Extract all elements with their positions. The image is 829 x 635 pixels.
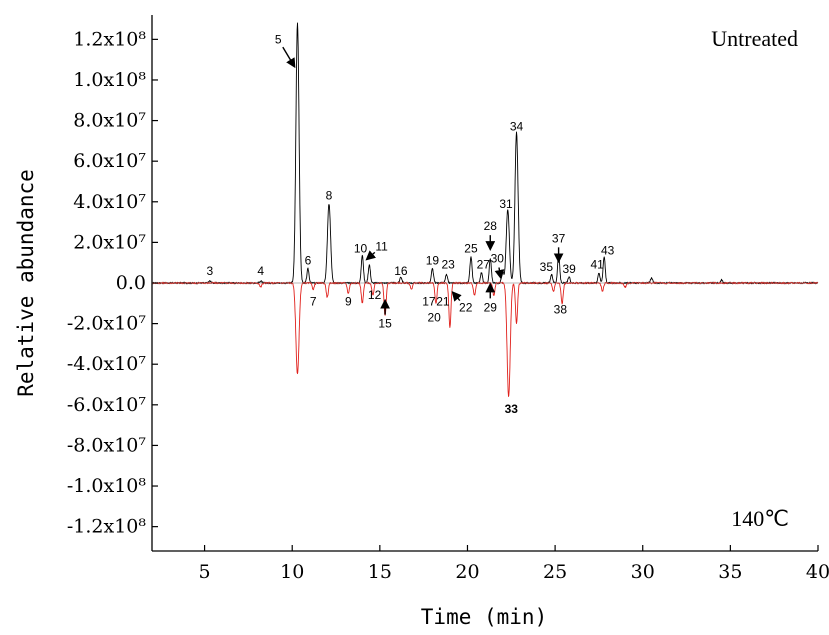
peak-label-21: 21 <box>436 294 450 308</box>
x-tick-label: 25 <box>543 561 567 583</box>
y-tick-label: 2.0x10⁷ <box>73 231 146 253</box>
y-tick-label: -8.0x10⁷ <box>67 434 147 456</box>
peak-label-33: 33 <box>505 402 519 416</box>
peak-label-30: 30 <box>491 252 505 266</box>
peak-label-17: 17 <box>422 294 436 308</box>
peak-label-8: 8 <box>326 189 333 203</box>
peak-label-22: 22 <box>459 300 473 314</box>
peak-label-16: 16 <box>394 264 408 278</box>
peak-label-37: 37 <box>552 231 566 245</box>
peak-label-11: 11 <box>375 239 388 253</box>
corner-label-temperature: 140℃ <box>731 506 789 531</box>
x-tick-label: 10 <box>280 561 304 583</box>
x-axis-title: Time (min) <box>421 605 547 629</box>
x-tick-label: 30 <box>631 561 655 583</box>
y-tick-label: 1.0x10⁸ <box>73 69 146 91</box>
peak-label-31: 31 <box>499 197 513 211</box>
peak-label-20: 20 <box>427 311 441 325</box>
peak-label-35: 35 <box>540 260 554 274</box>
y-tick-label: 6.0x10⁷ <box>73 150 146 172</box>
peak-label-15: 15 <box>378 317 392 331</box>
x-tick-label: 15 <box>368 561 392 583</box>
lower-trace <box>151 281 819 397</box>
peak-label-19: 19 <box>426 254 440 268</box>
peak-label-10: 10 <box>354 241 368 255</box>
peak-arrow-5 <box>282 46 296 69</box>
peak-arrow-22 <box>451 291 462 302</box>
y-tick-label: 1.2x10⁸ <box>73 28 146 50</box>
peak-label-7: 7 <box>310 294 317 308</box>
peak-label-34: 34 <box>510 120 524 134</box>
series-layer <box>151 22 819 397</box>
y-tick-label: -6.0x10⁷ <box>67 394 147 416</box>
peak-label-6: 6 <box>305 254 312 268</box>
x-tick-label: 20 <box>455 561 479 583</box>
y-tick-label: -1.2x10⁸ <box>67 516 147 538</box>
x-tick-label: 40 <box>806 561 829 583</box>
peak-label-27: 27 <box>477 258 491 272</box>
y-tick-label: -1.0x10⁸ <box>67 475 147 497</box>
peak-label-41: 41 <box>590 258 604 272</box>
axes-layer: 1.2x10⁸ 1.0x10⁸ 8.0x10⁷ 6.0x10⁷ 4.0x10⁷ 2.0x1… <box>67 15 829 583</box>
peak-label-38: 38 <box>554 302 568 316</box>
peak-label-9: 9 <box>345 294 352 308</box>
y-tick-label: 4.0x10⁷ <box>73 191 146 213</box>
peak-label-23: 23 <box>442 258 456 272</box>
x-tick-label: 5 <box>199 561 211 583</box>
peak-label-43: 43 <box>601 244 615 258</box>
peak-label-12: 12 <box>368 288 382 302</box>
peak-label-25: 25 <box>464 241 478 255</box>
peak-label-3: 3 <box>206 264 213 278</box>
corner-label-untreated: Untreated <box>711 26 798 51</box>
x-tick-label: 35 <box>718 561 742 583</box>
peak-arrow-30 <box>494 267 505 280</box>
peak-label-29: 29 <box>484 300 498 314</box>
peak-arrow-11 <box>365 250 377 261</box>
upper-trace <box>151 22 819 285</box>
y-axis-title: Relative abundance <box>14 169 38 397</box>
y-tick-label: 8.0x10⁷ <box>73 110 146 132</box>
y-tick-label: 0.0 <box>116 272 146 294</box>
peak-label-28: 28 <box>484 219 498 233</box>
y-tick-label: -4.0x10⁷ <box>67 353 147 375</box>
peak-label-5: 5 <box>275 32 282 46</box>
y-tick-label: -2.0x10⁷ <box>67 313 147 335</box>
peak-label-4: 4 <box>257 264 264 278</box>
peak-label-39: 39 <box>562 262 576 276</box>
